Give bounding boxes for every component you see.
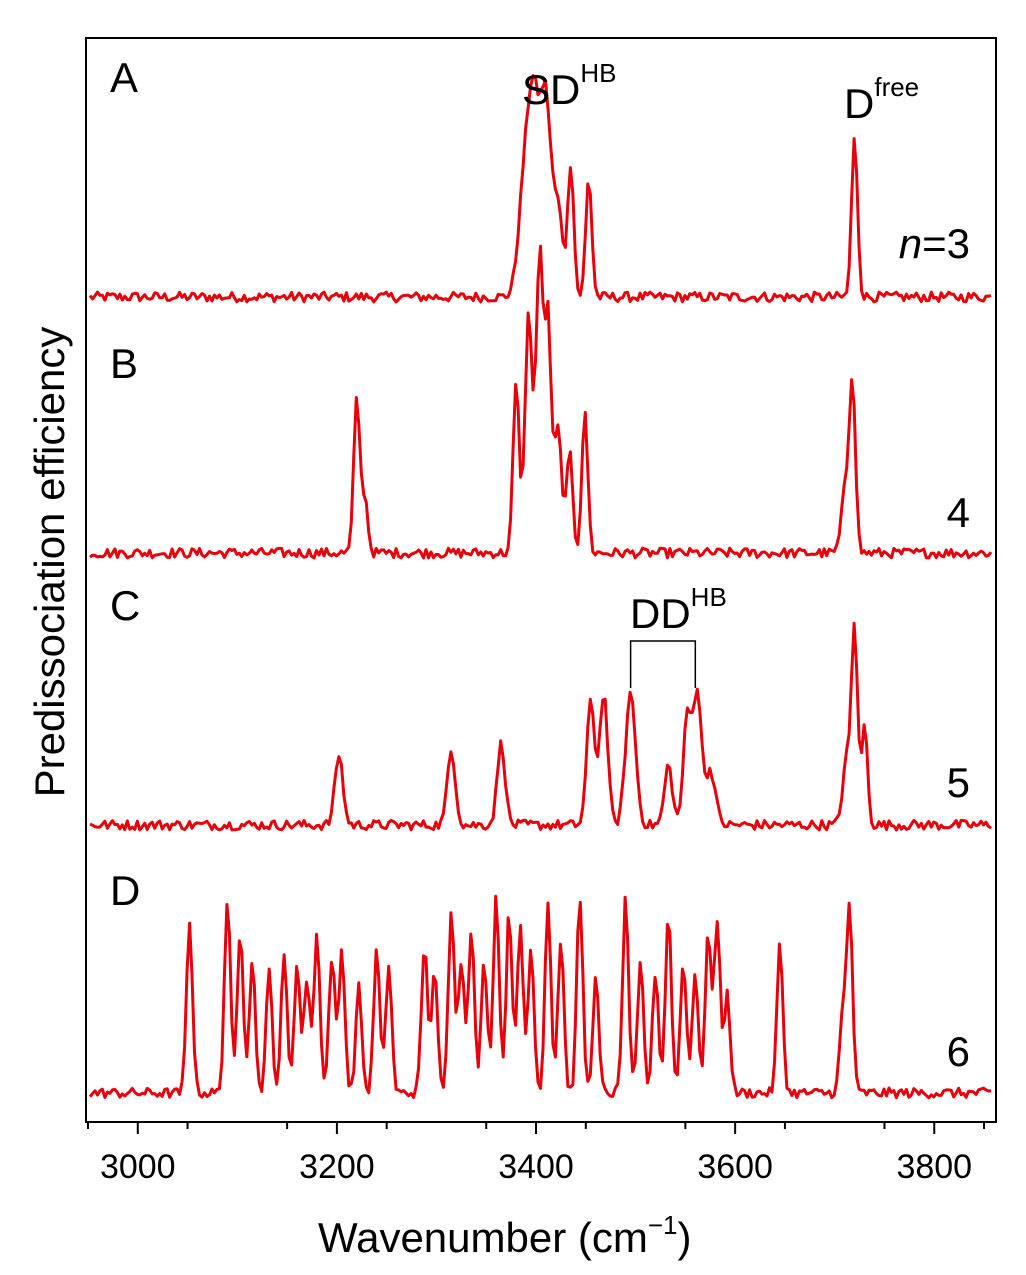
x-tick-label: 3800 bbox=[896, 1148, 972, 1186]
panel-letter-d: D bbox=[110, 867, 140, 914]
cluster-size-label-n3: n=3 bbox=[899, 220, 970, 267]
x-tick-label: 3600 bbox=[697, 1148, 773, 1186]
y-axis-label: Predissociation efficiency bbox=[26, 327, 73, 798]
cluster-size-label: 4 bbox=[947, 489, 970, 536]
x-tick-label: 3000 bbox=[100, 1148, 176, 1186]
x-axis-ticks: 3000 3200 3400 3600 3800 bbox=[87, 1122, 986, 1186]
dd-hb-label: DDHB bbox=[630, 582, 727, 637]
panel-letter-c: C bbox=[110, 582, 140, 629]
x-tick-label: 3200 bbox=[299, 1148, 375, 1186]
panel-letter-b: B bbox=[110, 340, 138, 387]
spectrum-line-c bbox=[89, 621, 992, 832]
plot-frame bbox=[85, 37, 997, 1123]
cluster-size-label: 6 bbox=[947, 1028, 970, 1075]
sd-hb-label: SDHB bbox=[522, 58, 616, 113]
spectrum-line-d bbox=[88, 894, 992, 1100]
d-free-label: Dfree bbox=[844, 72, 919, 127]
cluster-size-label: 5 bbox=[947, 759, 970, 806]
x-axis-label: Wavenumber (cm−1) bbox=[318, 1210, 692, 1261]
annotations-group: SDHB Dfree DDHB bbox=[522, 58, 919, 688]
spectrum-line-a bbox=[88, 74, 992, 304]
panel-letter-a: A bbox=[110, 54, 138, 101]
spectra-group: A B 4 C 5 D 6 n=3 bbox=[88, 54, 993, 1100]
dd-hb-bracket bbox=[629, 640, 697, 688]
spectrum-line-b bbox=[89, 244, 993, 560]
x-tick-label: 3400 bbox=[498, 1148, 574, 1186]
